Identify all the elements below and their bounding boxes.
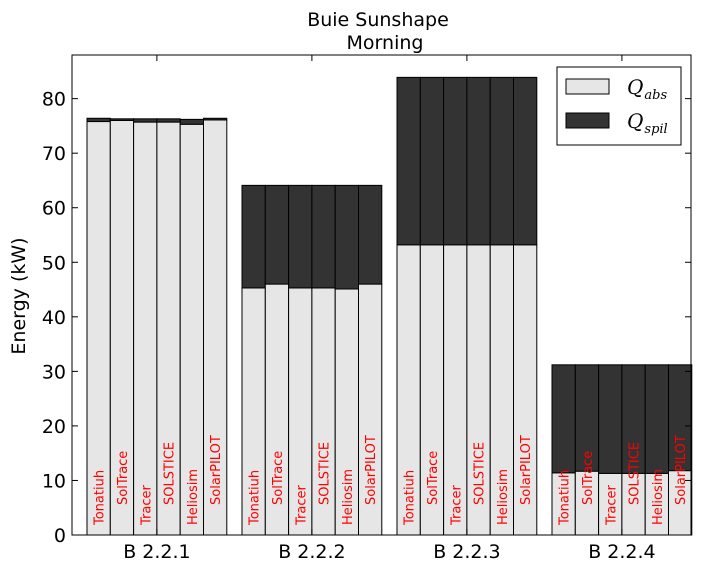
chart-title: Buie Sunshape — [307, 9, 449, 31]
bar-tool-label: Tracer — [139, 485, 154, 526]
y-tick-label: 50 — [42, 252, 66, 274]
legend-swatch-1 — [565, 78, 610, 95]
bar-qspil-3-6 — [513, 76, 538, 246]
legend-label-2: Qspil — [627, 109, 668, 137]
x-tick-label: B 2.2.1 — [123, 541, 190, 563]
bar-qabs-1-3 — [133, 121, 158, 536]
bar-tool-label: Tonatiuh — [403, 470, 418, 526]
legend-swatch-2 — [565, 112, 610, 129]
chart-subtitle: Morning — [347, 32, 424, 54]
x-tick-label: B 2.2.3 — [433, 541, 500, 563]
bar-tool-label: SOLSTICE — [163, 442, 178, 505]
bar-tool-label: Tracer — [604, 485, 619, 526]
bar-tool-label: SOLSTICE — [473, 442, 488, 505]
bar-qspil-1-5 — [179, 118, 204, 125]
bar-tool-label: SolarPILOT — [209, 435, 224, 505]
y-tick-label: 10 — [42, 470, 66, 492]
bar-qspil-1-1 — [86, 117, 111, 123]
y-tick-label: 30 — [42, 361, 66, 383]
bar-tool-label: Tonatiuh — [93, 470, 108, 526]
bar-labels-group: Tonatiuh SolTrace Tracer SOLSTICE Heliosim So… — [93, 435, 690, 526]
bar-tool-label: SOLSTICE — [318, 442, 333, 505]
y-tick-label: 40 — [42, 307, 66, 329]
bar-qspil-2-2 — [264, 184, 290, 285]
bar-tool-label: SolarPILOT — [674, 435, 689, 505]
bar-qspil-4-3 — [598, 364, 623, 474]
bar-tool-label: SolTrace — [426, 451, 441, 505]
bar-tool-label: Tonatiuh — [558, 470, 573, 526]
bar-qspil-1-4 — [156, 118, 181, 123]
y-tick-label: 20 — [42, 416, 66, 438]
bar-qspil-1-3 — [133, 118, 158, 123]
y-axis-label: Energy (kW) — [8, 237, 30, 354]
legend-label-1: Qabs — [627, 75, 667, 103]
bar-qspil-3-3 — [443, 76, 468, 246]
bar-qspil-1-6 — [203, 117, 228, 121]
x-tick-label: B 2.2.4 — [588, 541, 655, 563]
bar-qspil-2-6 — [358, 184, 383, 285]
plot-frame — [71, 54, 692, 536]
y-tick-label: 70 — [42, 143, 66, 165]
bar-tool-label: SolTrace — [581, 451, 596, 505]
bar-tool-label: Heliosim — [186, 469, 201, 525]
bar-tool-label: Tracer — [294, 485, 309, 526]
bar-qspil-4-6 — [668, 364, 693, 472]
bar-qspil-4-5 — [644, 364, 670, 474]
bar-qspil-2-4 — [311, 184, 336, 289]
x-tick-label: B 2.2.2 — [278, 541, 345, 563]
bar-tool-label: SolTrace — [271, 451, 286, 505]
bar-tool-label: Tracer — [449, 485, 464, 526]
y-tick-label: 60 — [42, 198, 66, 220]
bar-tool-label: SolarPILOT — [519, 435, 534, 505]
bar-tool-label: SolTrace — [116, 451, 131, 505]
legend: Qabs Qspil — [556, 66, 682, 146]
bar-tool-label: SolarPILOT — [364, 435, 379, 505]
bar-qspil-4-1 — [551, 364, 576, 474]
bar-qspil-3-1 — [396, 76, 421, 246]
bar-qspil-3-2 — [419, 76, 445, 246]
bar-tool-label: Heliosim — [341, 469, 356, 525]
bar-qspil-3-5 — [489, 76, 515, 246]
bar-qspil-1-2 — [109, 118, 135, 121]
bar-tool-label: Heliosim — [651, 469, 666, 525]
bar-qspil-2-5 — [334, 184, 360, 290]
axes-group: 0 10 20 30 40 50 60 70 80 B 2.2.1 B 2.2.2 B 2.2.3 B … — [42, 54, 692, 563]
bar-tool-label: SOLSTICE — [628, 442, 643, 505]
y-tick-label: 80 — [42, 89, 66, 111]
bar-qspil-2-1 — [241, 184, 266, 289]
bar-tool-label: Tonatiuh — [248, 470, 263, 526]
bar-qspil-3-4 — [466, 76, 491, 246]
y-tick-label: 0 — [54, 525, 66, 547]
bars-group — [86, 76, 693, 536]
bar-tool-label: Heliosim — [496, 469, 511, 525]
bar-qspil-2-3 — [288, 184, 313, 289]
